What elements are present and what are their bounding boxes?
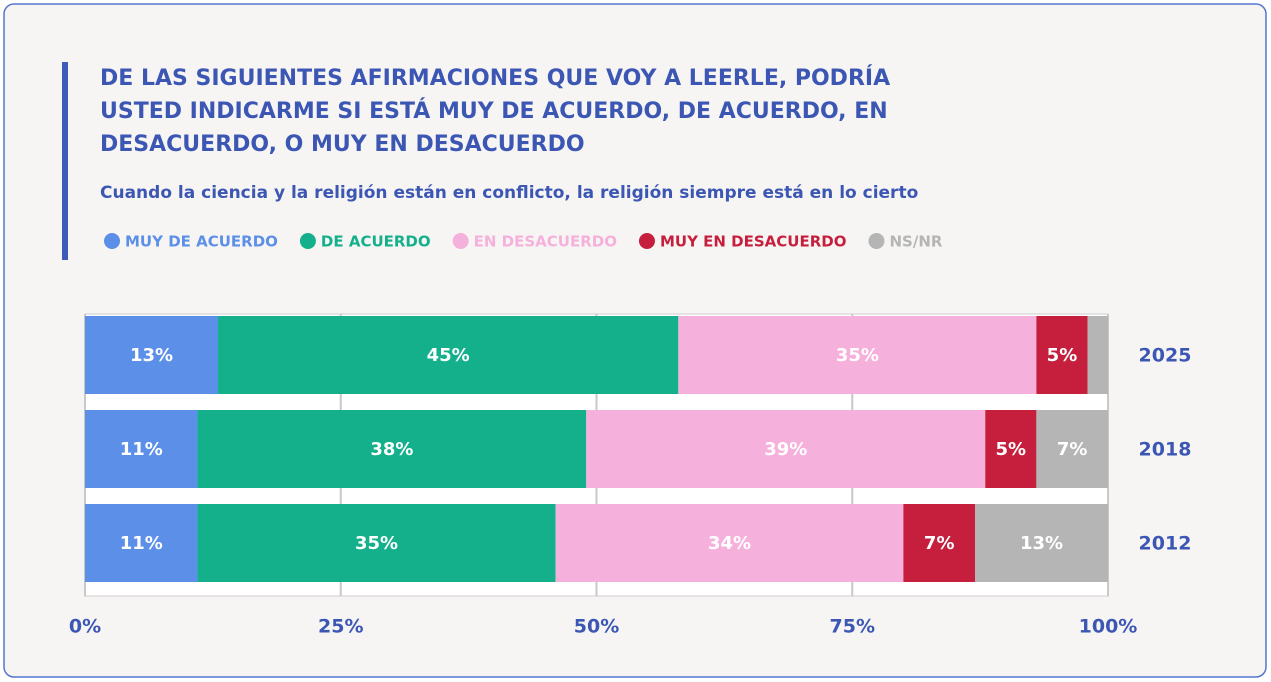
x-tick-label: 0%	[69, 616, 101, 638]
bar-segment	[975, 504, 1108, 582]
legend-swatch	[638, 233, 655, 249]
legend-swatch	[868, 233, 885, 249]
y-tick-label: 2025	[1139, 345, 1192, 367]
data-label: 38%	[370, 439, 413, 460]
data-label: 45%	[427, 345, 470, 366]
bar-segment	[85, 504, 198, 582]
y-tick-label: 2012	[1139, 533, 1192, 555]
legend-label: EN DESACUERDO	[474, 233, 617, 251]
y-tick-label: 2018	[1139, 439, 1192, 461]
legend-label: NS/NR	[889, 233, 942, 251]
x-tick-label: 100%	[1079, 616, 1138, 638]
bar-segment	[85, 410, 198, 488]
bar-segment	[555, 504, 904, 582]
bar-segment	[197, 410, 587, 488]
data-label: 39%	[764, 439, 807, 460]
accent-bar	[62, 62, 68, 260]
data-label: 5%	[996, 439, 1027, 460]
data-label: 7%	[924, 533, 955, 554]
bar-segment	[985, 410, 1037, 488]
legend-swatch	[299, 233, 316, 249]
bar-segment	[217, 316, 679, 394]
bar-segment	[903, 504, 976, 582]
chart-title: USTED INDICARME SI ESTÁ MUY DE ACUERDO, …	[100, 98, 888, 124]
legend-swatch	[104, 233, 120, 249]
bar-segment	[1087, 316, 1108, 394]
bar-segment	[678, 316, 1037, 394]
legend-label: MUY EN DESACUERDO	[660, 233, 847, 251]
data-label: 7%	[1057, 439, 1088, 460]
data-label: 5%	[1047, 345, 1078, 366]
legend-label: DE ACUERDO	[321, 233, 431, 251]
bar-segment	[85, 316, 218, 394]
bar-segment	[197, 504, 556, 582]
legend-label: MUY DE ACUERDO	[125, 233, 278, 251]
data-label: 13%	[1020, 533, 1063, 554]
x-tick-label: 50%	[574, 616, 619, 638]
chart-subtitle: Cuando la ciencia y la religión están en…	[100, 183, 918, 203]
data-label: 11%	[120, 533, 163, 554]
chart-title: DE LAS SIGUIENTES AFIRMACIONES QUE VOY A…	[100, 65, 890, 91]
data-label: 35%	[836, 345, 879, 366]
data-label: 13%	[130, 345, 173, 366]
data-label: 35%	[355, 533, 398, 554]
bar-segment	[1036, 316, 1088, 394]
data-label: 34%	[708, 533, 751, 554]
bar-segment	[1036, 410, 1108, 488]
chart-title: DESACUERDO, O MUY EN DESACUERDO	[100, 132, 585, 157]
data-label: 11%	[120, 439, 163, 460]
legend-swatch	[452, 233, 469, 249]
x-tick-label: 25%	[318, 616, 363, 638]
bar-segment	[586, 410, 986, 488]
x-tick-label: 75%	[830, 616, 875, 638]
